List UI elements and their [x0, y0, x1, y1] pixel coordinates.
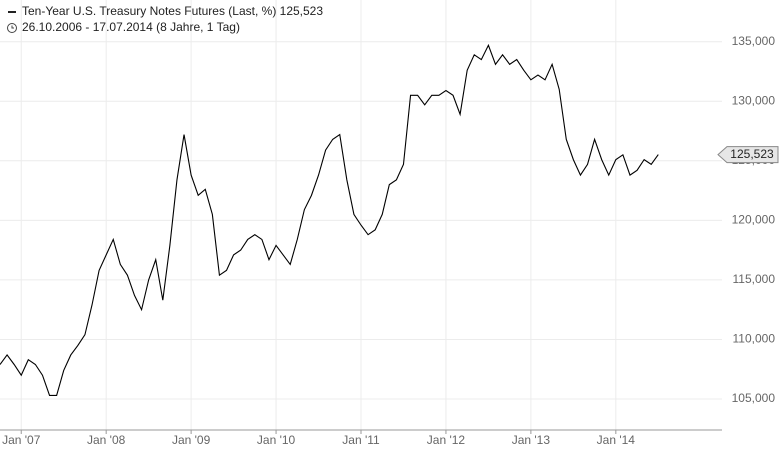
y-tick-label: 110,000: [733, 332, 776, 346]
chart-subtitle: 26.10.2006 - 17.07.2014 (8 Jahre, 1 Tag): [22, 20, 240, 34]
x-tick-label: Jan '07: [2, 433, 41, 447]
x-tick-label: Jan '14: [597, 433, 636, 447]
x-tick-label: Jan '08: [87, 433, 126, 447]
x-tick-label: Jan '13: [512, 433, 551, 447]
plot: [0, 43, 659, 397]
y-tick-label: 135,000: [732, 34, 776, 48]
clock-icon: [7, 23, 17, 33]
grid: [0, 0, 722, 430]
price-line: [0, 43, 659, 397]
x-tick-label: Jan '10: [257, 433, 296, 447]
last-value-box: [717, 146, 779, 164]
last-value-label: 125,523: [730, 147, 774, 161]
x-tick-label: Jan '12: [427, 433, 466, 447]
chart-title: Ten-Year U.S. Treasury Notes Futures (La…: [22, 4, 323, 18]
clock-hands: [11, 25, 14, 29]
x-tick-label: Jan '11: [342, 433, 380, 447]
x-tick-label: Jan '09: [172, 433, 211, 447]
y-tick-label: 115,000: [733, 272, 776, 286]
y-tick-label: 105,000: [732, 391, 776, 405]
legend-swatch: [8, 11, 16, 13]
y-tick-label: 120,000: [732, 213, 776, 227]
y-tick-label: 130,000: [732, 93, 776, 107]
